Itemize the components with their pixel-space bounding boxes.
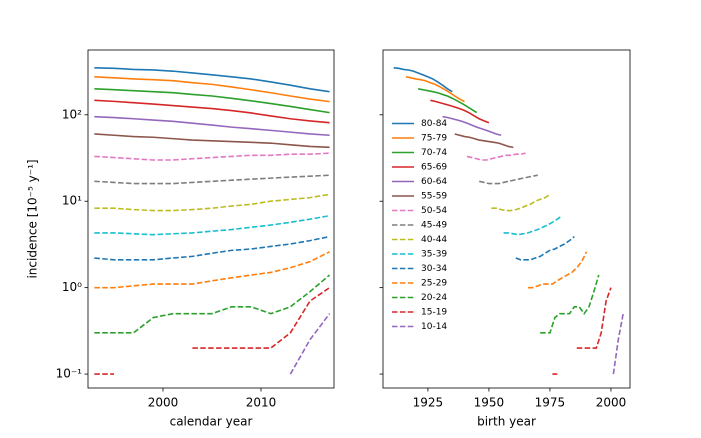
series-line xyxy=(94,87,330,114)
y-axis-label: incidence [10⁻⁵ y⁻¹] xyxy=(26,159,40,278)
y-tick-label: 10⁰ xyxy=(62,280,82,294)
legend-label: 10-14 xyxy=(421,322,447,332)
series-line xyxy=(94,76,330,103)
legend-label: 25-29 xyxy=(421,279,447,289)
legend-label: 70-74 xyxy=(421,148,447,158)
legend-label: 80-84 xyxy=(421,119,447,129)
series-line xyxy=(491,193,551,212)
series-line xyxy=(94,274,331,334)
legend-label: 60-64 xyxy=(421,177,447,187)
series-line xyxy=(466,152,526,161)
series-line xyxy=(94,214,330,236)
series-line xyxy=(289,313,331,375)
series-line xyxy=(417,87,478,114)
x-tick-label: 2000 xyxy=(148,396,179,410)
series-line xyxy=(527,251,588,289)
series-line xyxy=(405,76,465,103)
series-line xyxy=(478,174,538,185)
series-line xyxy=(552,287,612,375)
series-line xyxy=(503,215,563,236)
series-line xyxy=(94,66,330,93)
series-line xyxy=(94,235,330,261)
plot-frame xyxy=(87,49,335,389)
series-line xyxy=(430,99,490,124)
y-tick-label: 10¹ xyxy=(62,194,82,208)
legend-label: 50-54 xyxy=(421,206,447,216)
legend-label: 35-39 xyxy=(421,250,447,260)
legend-label: 75-79 xyxy=(421,134,447,144)
plot-frame xyxy=(382,49,631,389)
series-line xyxy=(94,99,330,124)
x-axis-label: calendar year xyxy=(170,415,253,429)
x-tick-label: 2000 xyxy=(596,396,627,410)
y-tick-label: 10⁻¹ xyxy=(56,367,83,381)
y-tick-label: 10² xyxy=(62,107,82,121)
x-tick-label: 1925 xyxy=(413,396,444,410)
x-axis-label: birth year xyxy=(477,415,536,429)
x-tick-label: 1950 xyxy=(474,396,505,410)
series-line xyxy=(94,193,330,212)
series-line xyxy=(94,251,330,289)
legend-label: 20-24 xyxy=(421,293,447,303)
series-line xyxy=(393,66,453,93)
legend-label: 45-49 xyxy=(421,221,447,231)
series-line xyxy=(540,274,600,334)
legend-label: 55-59 xyxy=(421,192,447,202)
series-line xyxy=(94,115,330,137)
legend-label: 30-34 xyxy=(421,264,447,274)
series-line xyxy=(94,133,330,149)
series-line xyxy=(515,235,575,261)
legend-label: 65-69 xyxy=(421,163,447,173)
series-line xyxy=(612,313,624,375)
series-line xyxy=(94,286,331,375)
x-tick-label: 2010 xyxy=(246,396,277,410)
legend-label: 15-19 xyxy=(421,308,447,318)
x-tick-label: 1975 xyxy=(535,396,566,410)
series-line xyxy=(94,152,330,161)
series-line xyxy=(454,133,514,149)
series-line xyxy=(442,115,502,137)
legend-label: 40-44 xyxy=(421,235,447,245)
series-line xyxy=(94,174,330,185)
